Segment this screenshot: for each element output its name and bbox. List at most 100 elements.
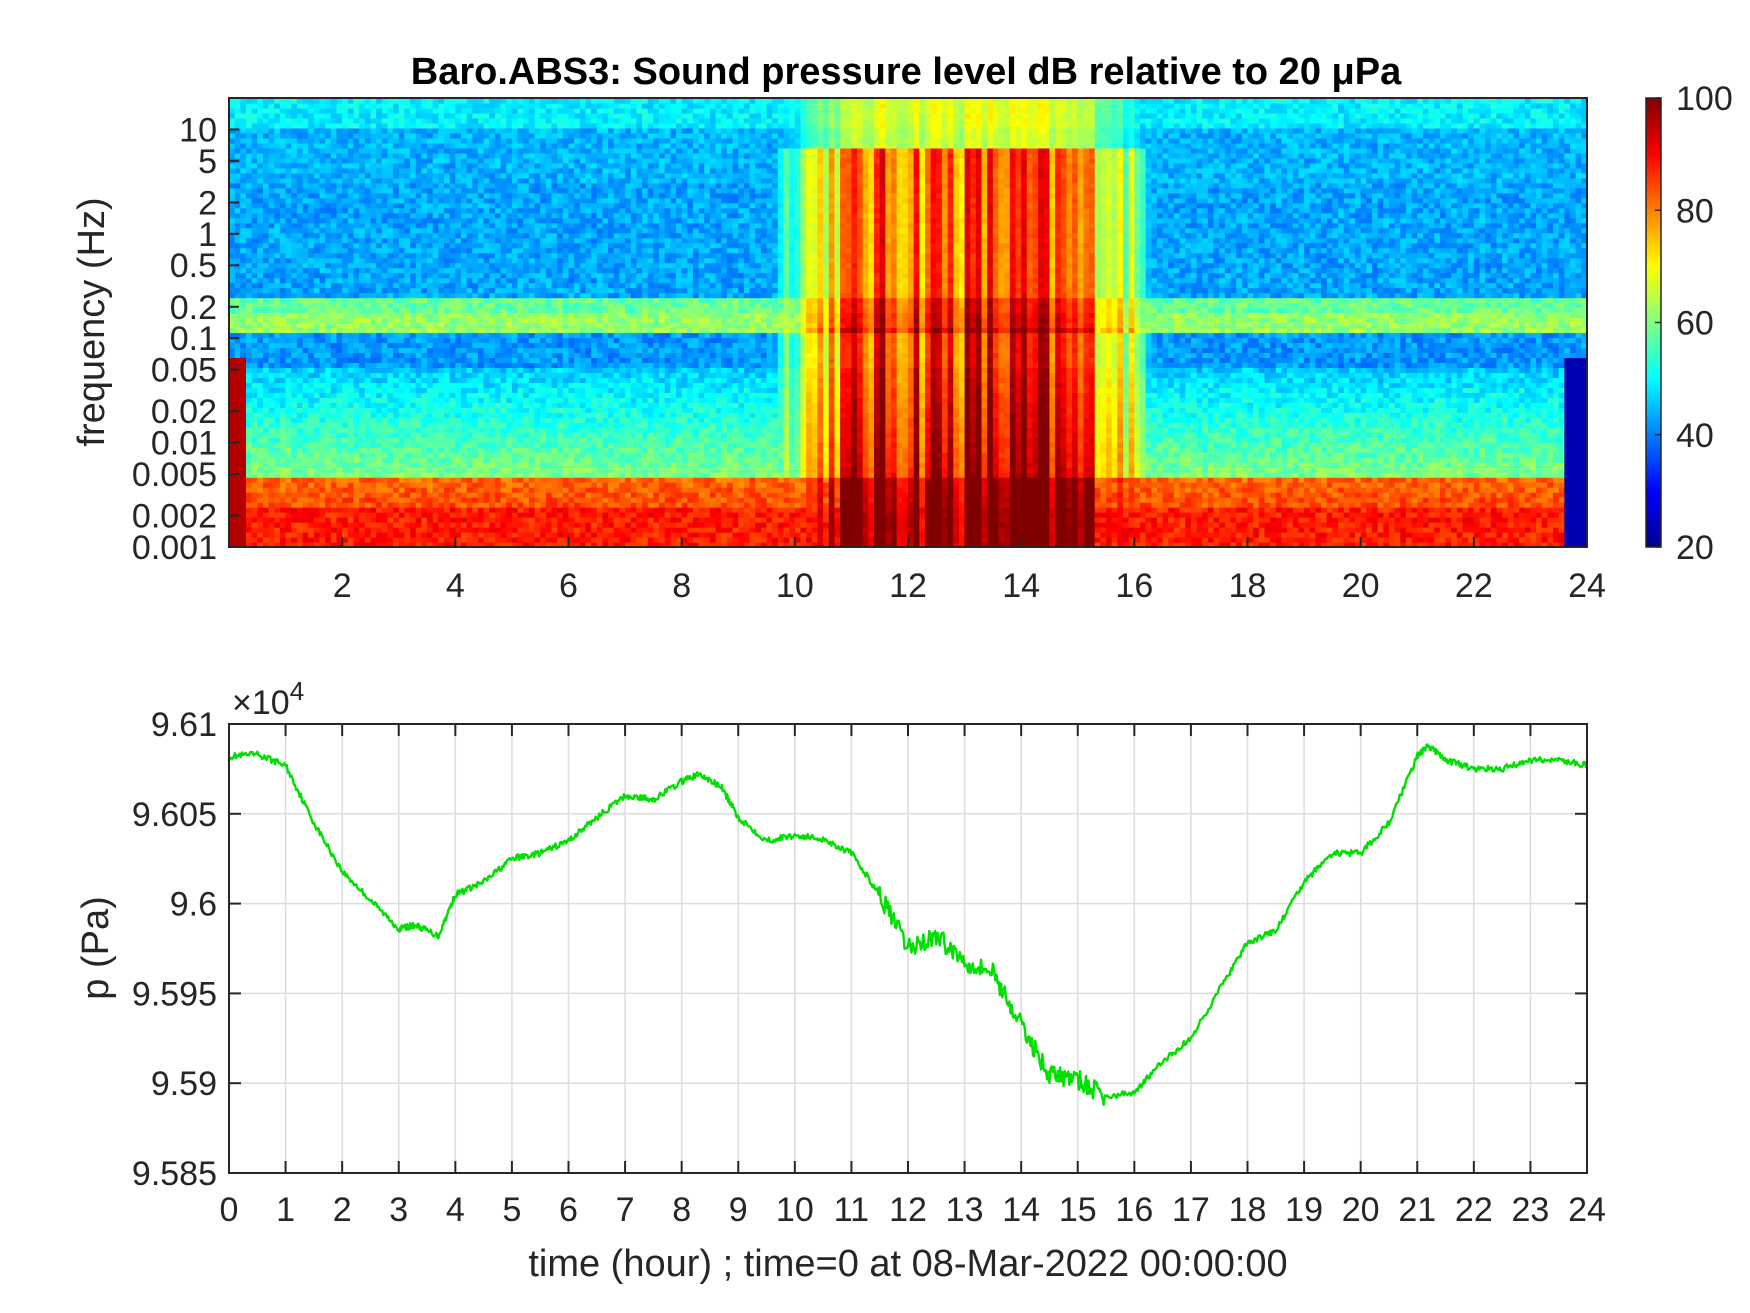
spectrogram-cell: [518, 532, 524, 538]
spectrogram-cell: [472, 342, 478, 348]
spectrogram-cell: [376, 308, 382, 314]
spectrogram-cell: [320, 308, 326, 314]
spectrogram-cell: [314, 248, 320, 254]
spectrogram-cell: [382, 512, 388, 518]
spectrogram-cell: [382, 293, 388, 299]
spectrogram-cell: [376, 427, 382, 433]
spectrogram-cell: [535, 193, 541, 199]
spectrogram-cell: [421, 243, 427, 249]
spectrogram-cell: [433, 532, 439, 538]
spectrogram-cell: [506, 327, 512, 333]
spectrogram-cell: [478, 183, 484, 189]
spectrogram-cell: [291, 168, 297, 174]
spectrogram-cell: [512, 337, 518, 343]
spectrogram-cell: [269, 138, 275, 144]
spectrogram-cell: [489, 462, 495, 468]
spectrogram-cell: [433, 113, 439, 119]
spectrogram-cell: [387, 497, 393, 503]
spectrogram-cell: [274, 298, 280, 304]
spectrogram-cell: [370, 487, 376, 493]
spectrogram-cell: [472, 332, 478, 338]
spectrogram-cell: [393, 482, 399, 488]
spectrogram-cell: [450, 108, 456, 114]
spectrogram-cell: [382, 427, 388, 433]
spectrogram-cell: [297, 432, 303, 438]
spectrogram-cell: [240, 377, 246, 383]
spectrogram-cell: [444, 318, 450, 324]
spectrogram-cell: [269, 507, 275, 513]
spectrogram-cell: [353, 467, 359, 473]
spectrogram-cell: [303, 337, 309, 343]
spectrogram-cell: [286, 382, 292, 388]
spectrogram-cell: [529, 352, 535, 358]
spectrogram-cell: [382, 527, 388, 533]
spectrogram-cell: [404, 163, 410, 169]
spectrogram-cell: [337, 492, 343, 498]
spectrogram-cell: [444, 507, 450, 513]
spectrogram-cell: [320, 248, 326, 254]
spectrogram-cell: [297, 507, 303, 513]
spectrogram-cell: [421, 188, 427, 194]
spectrogram-cell: [467, 268, 473, 274]
spectrogram-cell: [291, 258, 297, 264]
spectrogram-cell: [467, 233, 473, 239]
spectrogram-cell: [252, 417, 258, 423]
spectrogram-cell: [342, 522, 348, 528]
spectrogram-cell: [478, 517, 484, 523]
spectrogram-cell: [523, 327, 529, 333]
spectrogram-cell: [438, 397, 444, 403]
spectrogram-cell: [325, 382, 331, 388]
spectrogram-cell: [421, 397, 427, 403]
spectrogram-cell: [348, 537, 354, 543]
spectrogram-cell: [421, 108, 427, 114]
spectrogram-cell: [416, 357, 422, 363]
spectrogram-cell: [382, 223, 388, 229]
spectrogram-cell: [286, 532, 292, 538]
spectrogram-cell: [433, 327, 439, 333]
spectrogram-cell: [523, 128, 529, 134]
spectrogram-cell: [320, 118, 326, 124]
spectrogram-cell: [246, 382, 252, 388]
spectrogram-cell: [433, 407, 439, 413]
spectrogram-cell: [263, 233, 269, 239]
spectrogram-cell: [257, 492, 263, 498]
spectrogram-cell: [297, 283, 303, 289]
spectrogram-cell: [387, 198, 393, 204]
spectrogram-cell: [478, 323, 484, 329]
spectrogram-cell: [269, 522, 275, 528]
spectrogram-cell: [421, 198, 427, 204]
spectrogram-cell: [359, 417, 365, 423]
spectrogram-cell: [501, 258, 507, 264]
spectrogram-cell: [495, 492, 501, 498]
spectrogram-cell: [280, 188, 286, 194]
spectrogram-cell: [433, 337, 439, 343]
spectrogram-cell: [331, 442, 337, 448]
spectrogram-cell: [501, 108, 507, 114]
spectrogram-cell: [297, 382, 303, 388]
spectrogram-cell: [404, 517, 410, 523]
spectrogram-cell: [286, 427, 292, 433]
spectrogram-cell: [467, 482, 473, 488]
spectrogram-cell: [286, 487, 292, 493]
spectrogram-cell: [478, 422, 484, 428]
spectrogram-cell: [263, 342, 269, 348]
spectrogram-cell: [495, 283, 501, 289]
spectrogram-cell: [410, 233, 416, 239]
spectrogram-cell: [382, 382, 388, 388]
spectrogram-cell: [399, 103, 405, 109]
spectrogram-cell: [467, 198, 473, 204]
spectrogram-cell: [529, 313, 535, 319]
spectrogram-cell: [535, 342, 541, 348]
spectrogram-cell: [342, 123, 348, 129]
spectrogram-cell: [467, 238, 473, 244]
spectrogram-cell: [404, 293, 410, 299]
spectrogram-cell: [235, 293, 241, 299]
spectrogram-cell: [257, 472, 263, 478]
spectrogram-cell: [303, 123, 309, 129]
spectrogram-cell: [320, 417, 326, 423]
spectrogram-cell: [410, 318, 416, 324]
spectrogram-cell: [518, 243, 524, 249]
spectrogram-cell: [399, 168, 405, 174]
spectrogram-cell: [382, 128, 388, 134]
spectrogram-cell: [529, 283, 535, 289]
